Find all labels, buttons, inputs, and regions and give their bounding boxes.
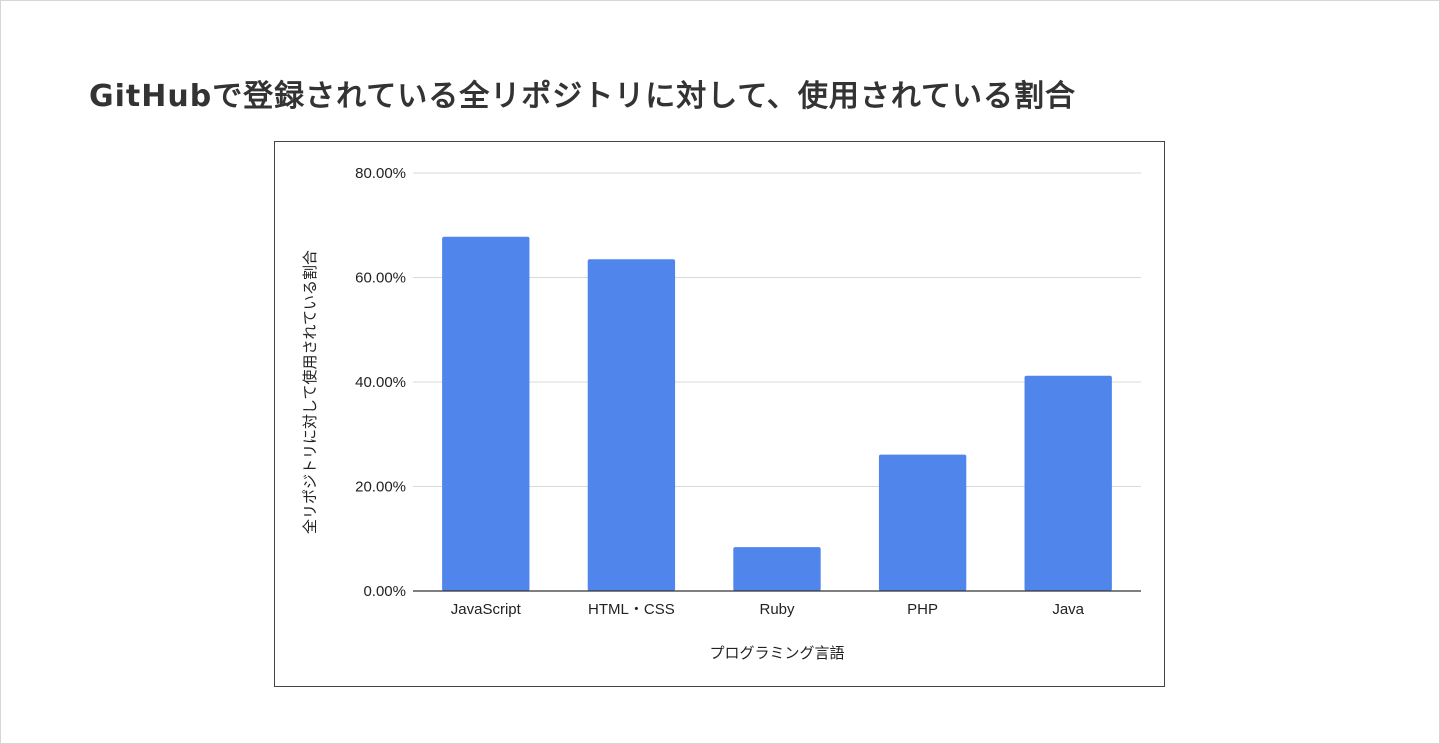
x-tick-label: JavaScript bbox=[451, 601, 522, 618]
x-axis-title: プログラミング言語 bbox=[709, 644, 844, 662]
x-tick-label: Java bbox=[1052, 601, 1084, 618]
y-tick-label: 80.00% bbox=[355, 165, 406, 182]
y-tick-label: 40.00% bbox=[355, 374, 406, 391]
y-tick-label: 60.00% bbox=[355, 270, 406, 287]
bar bbox=[1024, 375, 1112, 591]
x-tick-label: HTML・CSS bbox=[588, 601, 675, 618]
y-tick-labels: 0.00% 20.00% 40.00% 60.00% 80.00% bbox=[355, 165, 406, 600]
page-title: GitHubで登録されている全リポジトリに対して、使用されている割合 bbox=[89, 79, 1076, 114]
bar-chart: 0.00% 20.00% 40.00% 60.00% 80.00% JavaScript… bbox=[301, 165, 1141, 662]
x-tick-label: Ruby bbox=[759, 601, 795, 618]
gridlines bbox=[413, 172, 1141, 487]
bar bbox=[878, 454, 967, 591]
x-tick-labels: JavaScript HTML・CSS Ruby PHP Java bbox=[451, 601, 1085, 618]
bars bbox=[442, 236, 1112, 591]
y-tick-label: 20.00% bbox=[355, 479, 406, 496]
bar bbox=[442, 236, 530, 591]
x-tick-label: PHP bbox=[907, 601, 938, 618]
chart-container: 0.00% 20.00% 40.00% 60.00% 80.00% JavaScript… bbox=[274, 141, 1165, 687]
y-tick-label: 0.00% bbox=[363, 583, 406, 600]
bar bbox=[733, 547, 821, 591]
bar bbox=[587, 259, 676, 591]
y-axis-title: 全リポジトリに対して使用されている割合 bbox=[301, 250, 319, 534]
